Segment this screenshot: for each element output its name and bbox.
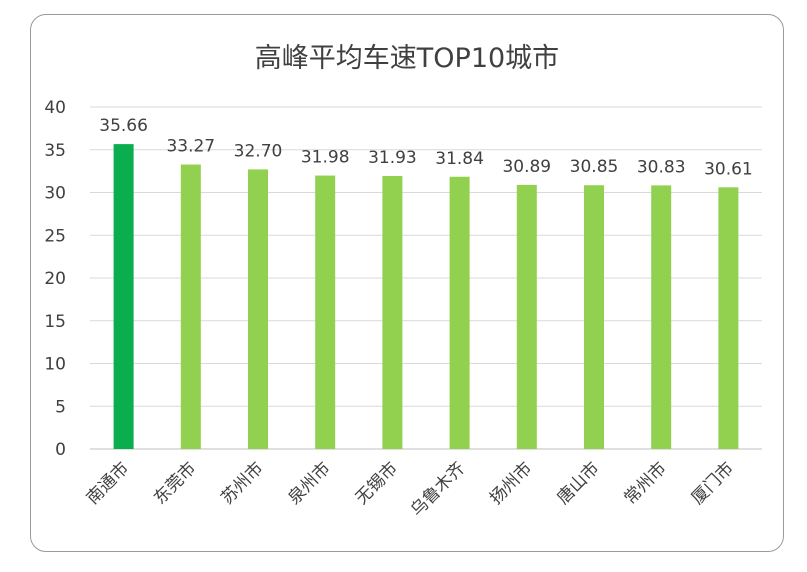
bar (180, 164, 201, 449)
data-label: 30.61 (704, 159, 753, 179)
category-label: 扬州市 (486, 458, 536, 508)
category-label: 唐山市 (553, 458, 604, 509)
bar (449, 176, 470, 449)
y-tick-label: 40 (44, 98, 66, 118)
data-label: 31.84 (435, 149, 484, 169)
data-label: 30.85 (570, 157, 619, 177)
category-label: 乌鲁木齐 (407, 458, 469, 520)
y-tick-label: 10 (44, 355, 66, 375)
data-label: 30.83 (637, 157, 686, 177)
data-label: 31.98 (301, 148, 350, 168)
bars (113, 144, 739, 450)
data-label: 30.89 (502, 157, 551, 177)
category-label: 泉州市 (285, 458, 335, 508)
bar (382, 175, 403, 449)
bar (718, 187, 739, 450)
category-label: 厦门市 (688, 458, 738, 508)
y-tick-label: 20 (44, 269, 66, 289)
data-label: 32.70 (234, 141, 283, 161)
y-axis-ticks: 0 5 10 15 20 25 30 35 40 (44, 98, 66, 460)
y-tick-label: 35 (44, 141, 66, 161)
bar (113, 144, 134, 449)
data-labels: 35.66 33.27 32.70 31.98 31.93 31.84 30.89 30.85… (99, 116, 752, 179)
y-tick-label: 15 (44, 312, 66, 332)
category-label: 南通市 (83, 458, 133, 508)
chart-title: 高峰平均车速TOP10城市 (255, 43, 559, 74)
category-label: 常州市 (621, 458, 671, 508)
data-label: 35.66 (99, 116, 148, 136)
y-tick-label: 30 (44, 184, 66, 204)
y-tick-label: 0 (55, 440, 66, 460)
bar (584, 185, 604, 450)
y-tick-label: 25 (44, 226, 66, 246)
category-labels: 南通市 东莞市 苏州市 泉州市 无锡市 乌鲁木齐 扬州市 唐山市 常州市 厦门市 (83, 458, 738, 521)
category-label: 无锡市 (352, 458, 402, 508)
data-label: 31.93 (368, 148, 417, 168)
data-label: 33.27 (166, 137, 215, 157)
bar (516, 184, 537, 449)
category-label: 东莞市 (150, 458, 200, 508)
bar (651, 185, 672, 449)
bar (315, 175, 336, 450)
y-tick-label: 5 (55, 397, 66, 417)
bar (248, 169, 268, 450)
category-label: 苏州市 (217, 458, 267, 508)
grid-layer (90, 106, 762, 450)
